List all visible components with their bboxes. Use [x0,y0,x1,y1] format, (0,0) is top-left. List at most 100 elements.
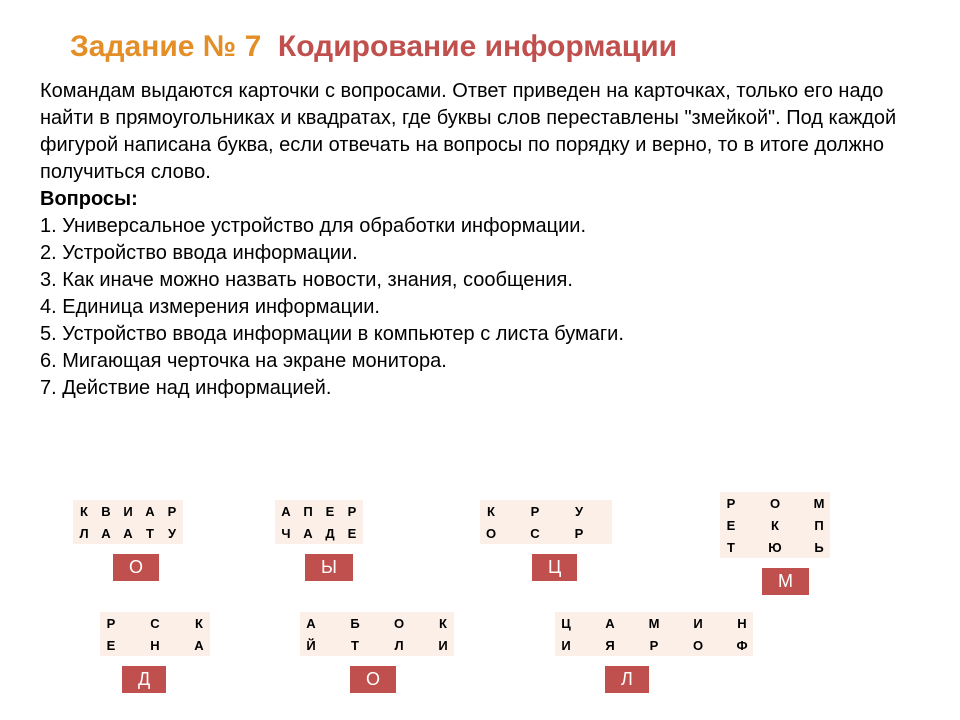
grid-cell: И [117,500,139,522]
grid-cell [366,612,388,634]
grid-cell: Р [100,612,122,634]
question-2: 2. Устройство ввода информации. [40,242,358,264]
grid-cell [621,634,643,656]
grid-cell [577,612,599,634]
grid-cell [665,634,687,656]
grid-cell: Т [344,634,366,656]
grid-cell [786,492,808,514]
title-rest: Кодирование информации [278,30,677,63]
grid-cell: Р [341,500,363,522]
grid-cell: Е [100,634,122,656]
grid-cell [709,634,731,656]
grid-cell [742,514,764,536]
grid-cell: Я [599,634,621,656]
grid-cell: О [480,522,502,544]
grid-cell [366,634,388,656]
grid-cell: М [643,612,665,634]
grid-cell: Л [388,634,410,656]
answer-badge: Д [122,666,166,693]
grid-cell: Р [643,634,665,656]
grid-cell: Т [139,522,161,544]
grid-cell: Ь [808,536,830,558]
grid-cell: А [599,612,621,634]
letter-grid: АБОКЙТЛИ [300,612,454,656]
letter-grid: РСК ЕНА [100,612,210,656]
letter-grid: АПЕРЧАДЕ [275,500,363,544]
grid-cell: И [432,634,454,656]
grid-cell: Р [568,522,590,544]
question-3: 3. Как иначе можно назвать новости, знан… [40,269,573,291]
grid-cell: П [808,514,830,536]
grid-cell: К [432,612,454,634]
question-4: 4. Единица измерения информации. [40,296,380,318]
grid-cell [502,522,524,544]
grid-cell: Ч [275,522,297,544]
slide: Задание № 7 Кодирование информации Коман… [0,0,960,402]
grid-cell: А [95,522,117,544]
grid-cell [577,634,599,656]
grid-cell [122,634,144,656]
letter-grid: ЦАМИНИЯРОФ [555,612,753,656]
grid-cell: А [139,500,161,522]
grid-cell: О [388,612,410,634]
letter-grid: КВИАРЛААТУ [73,500,183,544]
grid-cell: К [188,612,210,634]
letter-grid: КРУОСР [480,500,612,544]
grid-cell [786,536,808,558]
grid-cell: Р [720,492,742,514]
grid-cell: Е [319,500,341,522]
grid-cell [122,612,144,634]
grid-cell: О [687,634,709,656]
grid-cell: У [161,522,183,544]
grid-cell [166,612,188,634]
grid-cell: Р [524,500,546,522]
grid-cell: Д [319,522,341,544]
title-accent: Задание № 7 [70,30,261,63]
grid-cell [546,500,568,522]
puzzle-card: РОМЕКПТЮЬМ [720,492,830,595]
grid-cell [322,634,344,656]
grid-cell [322,612,344,634]
grid-cell: Н [144,634,166,656]
grid-cell: С [144,612,166,634]
grid-cell: А [188,634,210,656]
question-7: 7. Действие над информацией. [40,377,331,399]
answer-badge: Ц [532,554,577,581]
body-text: Командам выдаются карточки с вопросами. … [40,78,920,402]
questions-header: Вопросы: [40,188,138,210]
grid-cell: Ю [764,536,786,558]
grid-cell: А [297,522,319,544]
puzzle-card: АПЕРЧАДЕЫ [275,500,363,581]
question-6: 6. Мигающая черточка на экране монитора. [40,350,447,372]
grid-cell [621,612,643,634]
answer-badge: Л [605,666,649,693]
grid-cell: Л [73,522,95,544]
answer-badge: Ы [305,554,353,581]
grid-cell [742,536,764,558]
puzzle-card: АБОКЙТЛИО [300,612,454,693]
grid-cell [410,634,432,656]
grid-cell: И [555,634,577,656]
grid-cell: Ц [555,612,577,634]
grid-cell: К [73,500,95,522]
answer-badge: О [113,554,159,581]
grid-cell: У [568,500,590,522]
grid-cell: А [300,612,322,634]
grid-cell [742,492,764,514]
grid-cell: А [117,522,139,544]
grid-cell: Б [344,612,366,634]
page-title: Задание № 7 Кодирование информации [40,30,920,64]
grid-cell: Ф [731,634,753,656]
grid-cell: С [524,522,546,544]
puzzle-card: ЦАМИНИЯРОФЛ [555,612,753,693]
letter-grid: РОМЕКПТЮЬ [720,492,830,558]
description: Командам выдаются карточки с вопросами. … [40,80,896,183]
grid-cell [786,514,808,536]
grid-cell [709,612,731,634]
grid-cell: Т [720,536,742,558]
question-1: 1. Универсальное устройство для обработк… [40,215,586,237]
grid-cell: К [764,514,786,536]
answer-badge: М [762,568,809,595]
puzzle-card: КРУОСРЦ [480,500,612,581]
grid-cell: Е [341,522,363,544]
